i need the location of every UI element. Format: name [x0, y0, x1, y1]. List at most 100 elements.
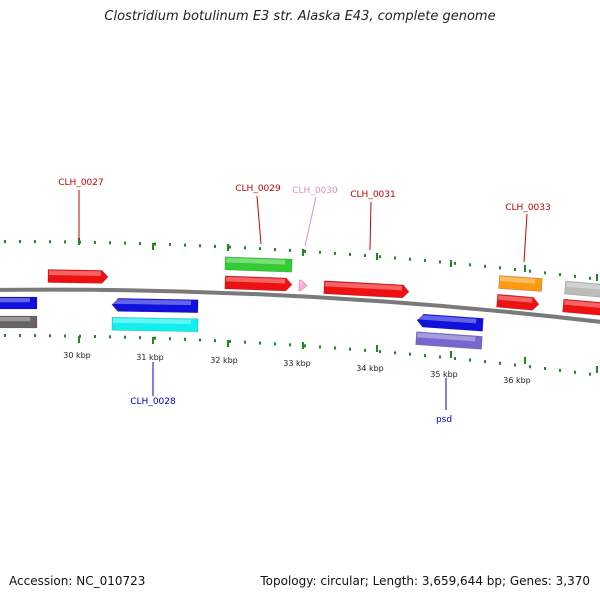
inner-major-tick: [78, 336, 80, 343]
inner-major-tick: [596, 366, 598, 373]
outer-tick: [289, 248, 291, 252]
inner-tick: [199, 338, 201, 342]
gene-track: [0, 256, 600, 350]
inner-tick: [544, 367, 546, 371]
scale-label-33kbp: 33 kbp: [283, 359, 311, 368]
gene-label-clh0033[interactable]: CLH_0033: [505, 203, 550, 213]
outer-tick: [559, 273, 561, 277]
inner-tick: [124, 335, 126, 339]
outer-tick: [514, 267, 516, 271]
gene-highlight: [564, 300, 600, 308]
gene-label-clh0031[interactable]: CLH_0031: [350, 190, 395, 200]
outer-major-tick: [152, 243, 154, 250]
inner-major-tick: [450, 351, 452, 358]
gene-label-clh0030[interactable]: CLH_0030: [292, 186, 338, 196]
gene-purple: [415, 331, 483, 350]
scale-label-32kbp: 32 kbp: [210, 356, 238, 365]
leader-clh0033: [523, 213, 528, 263]
outer-major-tick: [78, 238, 80, 245]
gene-clh0028: [111, 298, 199, 314]
scale-label-34kbp: 34 kbp: [356, 364, 384, 373]
inner-major-tick: [152, 337, 154, 344]
gene-highlight: [226, 257, 286, 265]
gene-label-clh0029[interactable]: CLH_0029: [235, 184, 281, 194]
outer-tick: [334, 251, 336, 255]
inner-tick: [589, 372, 591, 376]
inner-tick: [499, 361, 501, 365]
inner-tick: [139, 336, 141, 340]
gene-label-clh0028[interactable]: CLH_0028: [130, 397, 176, 407]
gene-highlight: [325, 281, 403, 291]
outer-tick: [109, 241, 111, 245]
outer-major-tick: [450, 260, 452, 267]
inner-tick: [214, 339, 216, 343]
outer-tick: [199, 244, 201, 248]
outer-tick: [94, 240, 96, 244]
outer-tick: [274, 247, 276, 251]
gene-blue-left: [0, 296, 38, 310]
inner-tick: [439, 355, 441, 359]
outer-tick: [64, 240, 66, 244]
gene-orange: [498, 275, 543, 292]
outer-tick: [154, 242, 156, 246]
accession-label: Accession: NC_010723: [9, 574, 146, 588]
outer-major-tick: [302, 249, 304, 256]
outer-tick: [544, 271, 546, 275]
gene-clh0033: [496, 293, 540, 311]
gene-highlight: [113, 318, 192, 325]
outer-tick: [4, 240, 6, 244]
gene-clh0027: [47, 269, 109, 284]
inner-tick: [169, 337, 171, 341]
outer-tick: [34, 240, 36, 244]
inner-tick: [184, 337, 186, 341]
gene-cyan: [111, 316, 199, 333]
gene-highlight: [0, 298, 30, 303]
leader-clh0030: [304, 196, 317, 247]
gene-label-clh0027[interactable]: CLH_0027: [58, 178, 103, 188]
inner-tick: [109, 335, 111, 339]
inner-tick: [409, 352, 411, 356]
inner-tick: [484, 360, 486, 364]
outer-tick: [499, 266, 501, 270]
outer-tick: [364, 254, 366, 258]
gene-highlight: [226, 276, 286, 284]
inner-tick: [94, 335, 96, 339]
gene-highlight: [113, 299, 192, 306]
inner-tick: [469, 358, 471, 362]
inner-tick: [244, 340, 246, 344]
outer-tick: [214, 244, 216, 248]
outer-tick: [379, 255, 381, 259]
inner-tick: [454, 357, 456, 361]
inner-tick: [4, 334, 6, 338]
scale-label-30kbp: 30 kbp: [63, 351, 91, 360]
inner-tick: [529, 365, 531, 369]
inner-tick: [394, 351, 396, 355]
outer-tick: [589, 276, 591, 280]
gene-label-psd[interactable]: psd: [436, 415, 452, 425]
outer-tick: [574, 274, 576, 278]
inner-tick: [259, 341, 261, 345]
outer-tick: [184, 243, 186, 247]
inner-major-tick: [376, 345, 378, 352]
label-leader-lines: [78, 190, 528, 410]
outer-tick: [319, 250, 321, 254]
outer-tick: [349, 252, 351, 256]
gene-darkgray-left: [0, 315, 38, 329]
outer-tick: [394, 256, 396, 260]
gene-highlight: [300, 280, 303, 285]
inner-tick: [349, 347, 351, 351]
inner-tick: [379, 350, 381, 354]
gene-red-right: [562, 298, 600, 317]
inner-major-tick: [227, 340, 229, 347]
gene-psd: [416, 313, 484, 332]
outer-tick-row: [4, 238, 598, 281]
genome-summary: Topology: circular; Length: 3,659,644 bp…: [260, 574, 590, 588]
outer-tick: [529, 269, 531, 273]
inner-tick: [49, 334, 51, 338]
gene-highlight: [566, 282, 600, 290]
outer-major-tick: [596, 274, 598, 281]
gene-highlight: [417, 332, 476, 342]
inner-tick: [34, 334, 36, 338]
outer-tick: [469, 263, 471, 267]
